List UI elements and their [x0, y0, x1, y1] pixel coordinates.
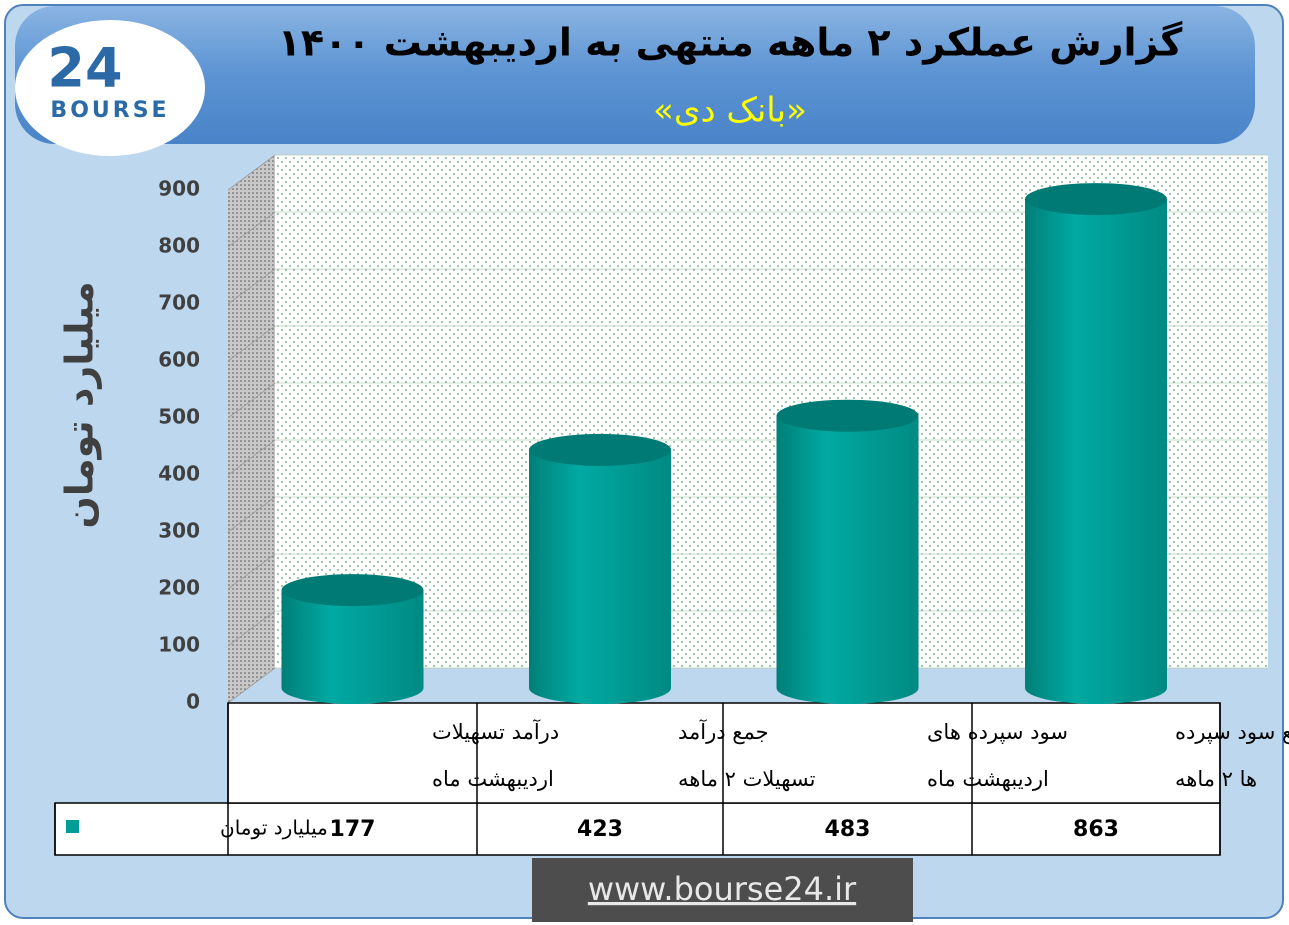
- side-wall: [228, 155, 275, 703]
- grid-line: [227, 325, 276, 362]
- logo-text: BOURSE: [50, 98, 169, 123]
- grid-line: [227, 667, 276, 704]
- bar: [1025, 183, 1167, 704]
- header-banner: [15, 6, 1255, 144]
- x-tick-label: ها ۲ ماهه: [1175, 767, 1257, 791]
- logo: [15, 20, 205, 156]
- grid-line: [227, 496, 276, 533]
- x-tick-label: اردیبهشت ماه: [432, 767, 554, 791]
- grid-line: [227, 382, 276, 419]
- cylinder-body: [1025, 199, 1167, 688]
- x-tick-label: جمع سود سپرده: [1175, 720, 1289, 744]
- table-value: 863: [1073, 817, 1119, 842]
- x-tick-label: سود سپرده های: [927, 720, 1068, 744]
- legend-label: میلیارد تومان: [220, 816, 328, 840]
- bar: [281, 574, 424, 704]
- cylinder-base: [529, 672, 671, 704]
- chart-subtitle: «بانک دی»: [653, 91, 807, 131]
- y-tick-label: 600: [158, 348, 200, 372]
- y-tick-label: 0: [186, 690, 200, 714]
- cylinder-body: [776, 415, 919, 688]
- grid-line: [227, 610, 276, 647]
- cylinder-body: [529, 449, 671, 688]
- cylinder-base: [1025, 672, 1167, 704]
- grid-line: [227, 439, 276, 476]
- cylinder-base: [776, 672, 919, 704]
- chart-title: گزارش عملکرد ۲ ماهه منتهی به اردیبهشت ۱۴…: [278, 21, 1184, 65]
- grid-line: [227, 553, 276, 590]
- y-tick-label: 800: [158, 234, 200, 258]
- table-border: [227, 702, 1221, 804]
- footer-box: [532, 858, 913, 922]
- logo-number: 24: [47, 37, 122, 100]
- y-tick-label: 300: [158, 519, 200, 543]
- y-tick-label: 700: [158, 291, 200, 315]
- bar: [776, 399, 919, 704]
- cylinder-base: [281, 672, 424, 704]
- footer-url: www.bourse24.ir: [588, 870, 857, 908]
- cylinder-top: [1025, 183, 1167, 216]
- y-tick-label: 200: [158, 576, 200, 600]
- cylinder-top: [776, 399, 919, 432]
- table-value: 177: [330, 817, 376, 842]
- y-tick-label: 900: [158, 177, 200, 201]
- cylinder-top: [529, 433, 671, 466]
- grid-line: [227, 268, 276, 305]
- cylinder-top: [281, 574, 424, 607]
- y-tick-label: 400: [158, 462, 200, 486]
- x-tick-label: تسهیلات ۲ ماهه: [678, 767, 816, 791]
- y-tick-label: 100: [158, 633, 200, 657]
- table-border: [54, 802, 1221, 856]
- y-axis-title: میلیارد تومان: [58, 281, 102, 528]
- y-tick-label: 500: [158, 405, 200, 429]
- x-tick-label: اردیبهشت ماه: [927, 767, 1049, 791]
- grid-line: [227, 211, 276, 248]
- table-value: 483: [825, 817, 871, 842]
- table-value: 423: [577, 817, 623, 842]
- legend-swatch: [66, 820, 79, 833]
- x-tick-label: درآمد تسهیلات: [432, 719, 559, 744]
- bar: [529, 433, 671, 704]
- grid-line: [227, 154, 276, 191]
- cylinder-body: [281, 590, 424, 688]
- x-tick-label: جمع درآمد: [678, 719, 769, 744]
